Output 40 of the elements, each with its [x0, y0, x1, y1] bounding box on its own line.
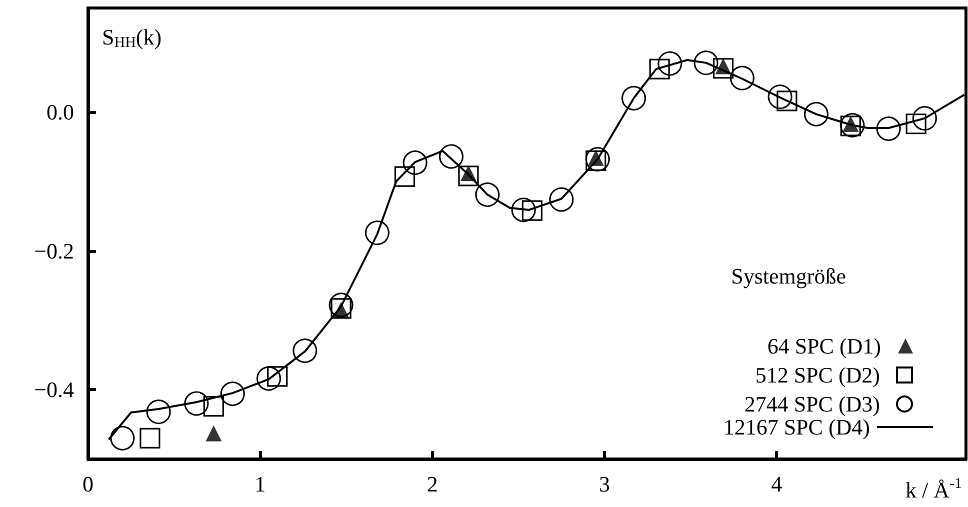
point	[206, 425, 222, 442]
point	[220, 381, 245, 406]
point	[203, 396, 224, 417]
point	[394, 166, 416, 187]
legend-title: Systemgröße	[731, 264, 846, 288]
point	[402, 150, 428, 176]
point	[292, 338, 318, 364]
point	[549, 187, 574, 212]
point	[458, 166, 479, 186]
point	[140, 428, 160, 448]
point	[912, 106, 937, 131]
point	[511, 198, 536, 222]
point	[364, 220, 390, 246]
point	[256, 366, 282, 391]
y-tick-label: −0.4	[34, 377, 74, 402]
point	[110, 426, 135, 450]
legend-label: 2744 SPC (D3)	[744, 392, 880, 416]
point	[804, 102, 829, 126]
legend-label: 64 SPC (D1)	[767, 334, 881, 358]
x-tick-label: 3	[598, 472, 610, 496]
y-tick-label: −0.2	[34, 238, 74, 264]
point	[768, 84, 792, 110]
point	[438, 144, 464, 169]
point	[876, 116, 901, 142]
legend-label: 512 SPC (D2)	[755, 362, 880, 388]
point	[840, 112, 865, 138]
point	[730, 66, 754, 90]
x-tick-label: 4	[771, 472, 782, 496]
x-tick-label: 1	[254, 472, 266, 496]
point	[621, 86, 646, 110]
point	[475, 182, 500, 207]
point	[184, 391, 209, 416]
point	[328, 292, 354, 318]
legend-label: 12167 SPC (D4)	[723, 414, 870, 440]
point	[694, 50, 718, 76]
x-tick-label: 0	[82, 472, 94, 496]
y-tick-label: 0.0	[46, 100, 74, 125]
x-tick-label: 2	[426, 472, 438, 496]
point	[658, 51, 682, 76]
point	[146, 400, 171, 424]
